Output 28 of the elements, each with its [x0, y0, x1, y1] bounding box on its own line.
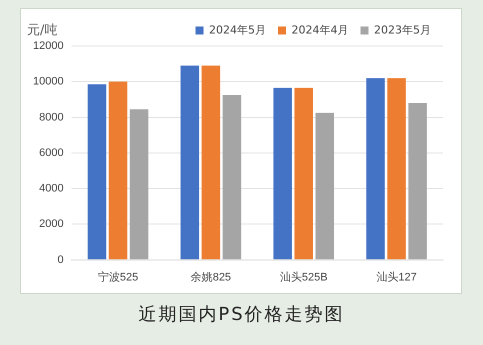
x-tick-label: 汕头525B: [280, 270, 328, 284]
y-tick-label: 2000: [39, 218, 64, 230]
text: 近期国内PS价格走势图: [137, 303, 346, 326]
x-tick-label: 宁波525: [98, 270, 138, 284]
x-tick-label: 余姚825: [190, 271, 232, 284]
bar: [294, 88, 313, 260]
y-tick-label: 4000: [39, 182, 64, 195]
bar: [130, 109, 148, 260]
bar: [88, 84, 106, 260]
bar: [222, 94, 242, 260]
y-tick-label: 12000: [32, 40, 64, 52]
x-tick-label: 汕头127: [376, 270, 417, 284]
bar: [108, 82, 128, 260]
legend-label: 2023年5月: [374, 23, 432, 36]
bar: [316, 112, 334, 260]
y-tick-label: 8000: [39, 111, 64, 124]
bar: [202, 66, 220, 260]
y-tick-label: 0: [57, 254, 64, 266]
y-tick-label: 10000: [32, 76, 64, 88]
legend-label: 2024年5月: [209, 23, 266, 36]
legend-label: 2024年4月: [292, 23, 349, 36]
y-axis-title: 元/吨: [27, 22, 58, 39]
bar: [408, 103, 427, 260]
bar: [273, 88, 292, 260]
bar: [387, 78, 406, 260]
bar: [366, 78, 385, 260]
bar: [180, 66, 200, 260]
y-tick-label: 6000: [39, 146, 64, 159]
